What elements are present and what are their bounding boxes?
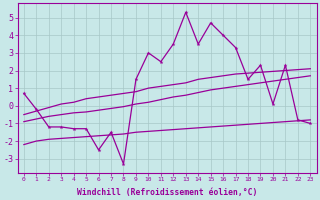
- X-axis label: Windchill (Refroidissement éolien,°C): Windchill (Refroidissement éolien,°C): [77, 188, 257, 197]
